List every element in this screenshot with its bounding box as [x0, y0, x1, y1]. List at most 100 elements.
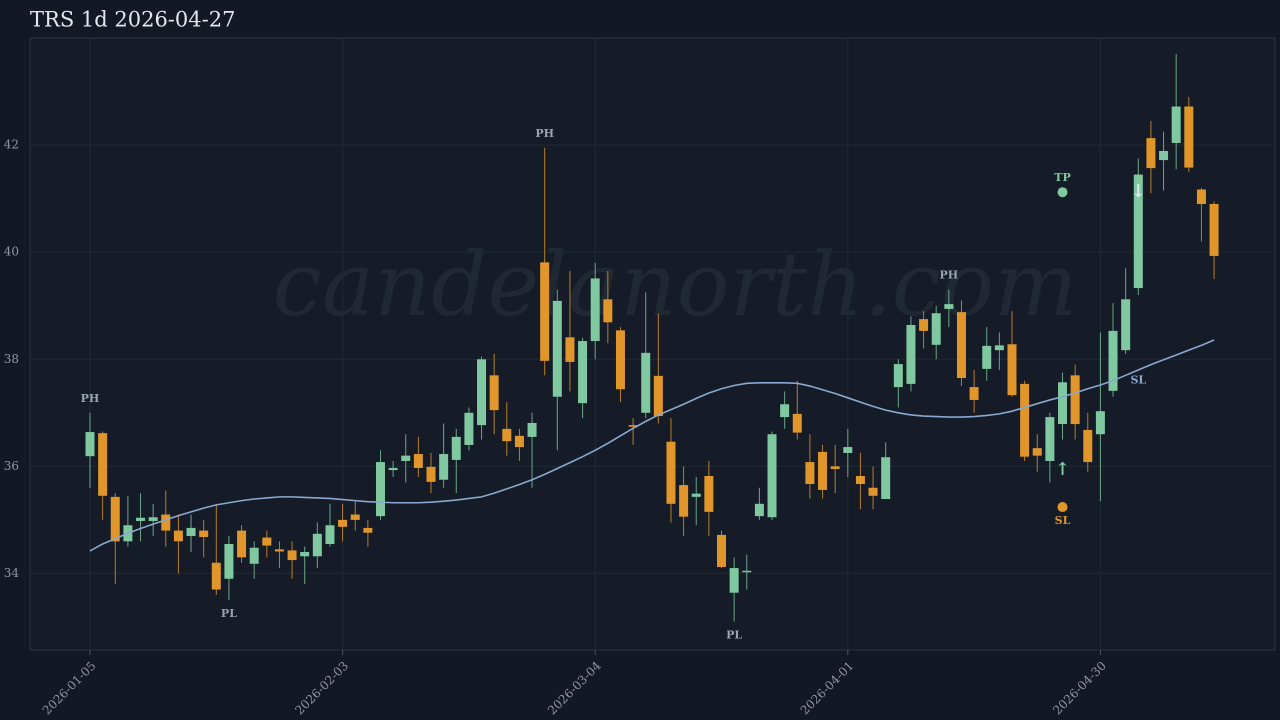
candle-body — [388, 467, 398, 471]
candle-body — [830, 466, 840, 470]
candle-body — [287, 550, 297, 561]
candle-body — [1083, 429, 1093, 463]
candle-body — [742, 570, 752, 573]
candle-body — [224, 543, 234, 579]
candle-body — [350, 514, 360, 520]
candle-body — [679, 485, 689, 517]
candle-body — [1184, 106, 1194, 168]
candle-body — [565, 337, 575, 362]
pivot-label: PL — [221, 607, 237, 620]
candle-body — [578, 341, 588, 404]
level-dot — [1057, 187, 1068, 198]
line-label: SL — [1130, 374, 1146, 387]
candle-body — [603, 299, 613, 323]
pivot-label: PH — [940, 269, 959, 282]
candle-body — [312, 533, 322, 557]
candle-body — [1020, 383, 1030, 457]
candle-body — [375, 462, 385, 517]
moving-average — [89, 339, 1215, 552]
candle-body — [956, 312, 966, 378]
candle-body — [1058, 382, 1068, 425]
candle-body — [249, 547, 259, 564]
candle-body — [818, 451, 828, 490]
candle-body — [173, 530, 183, 542]
candle-body — [527, 422, 537, 437]
y-tick-label: 38 — [4, 352, 19, 366]
candle-body — [325, 525, 335, 544]
pivot-label: PL — [726, 629, 742, 642]
candle-body — [540, 262, 550, 361]
candle-body — [199, 530, 209, 538]
candle-body — [426, 466, 436, 482]
candle-body — [1146, 138, 1156, 169]
candle-body — [1070, 375, 1080, 425]
candle-body — [1045, 417, 1055, 461]
candle-body — [641, 352, 651, 413]
candle-body — [237, 530, 247, 558]
level-label: TP — [1054, 171, 1070, 184]
candle-body — [1121, 299, 1131, 351]
candle-body — [754, 503, 764, 517]
candle-body — [85, 432, 95, 457]
y-tick-label: 42 — [4, 138, 19, 152]
candle-body — [1196, 189, 1206, 204]
candle-body — [98, 433, 108, 496]
candle-body — [843, 447, 853, 453]
candle-body — [1171, 106, 1181, 143]
candle-body — [767, 434, 777, 518]
candle-body — [780, 404, 790, 418]
candle-body — [653, 375, 663, 417]
candle-body — [615, 330, 625, 390]
candle-body — [931, 313, 941, 345]
candle-body — [919, 319, 929, 331]
y-tick-label: 36 — [4, 459, 19, 473]
candle-body — [1159, 150, 1169, 161]
candle-body — [502, 428, 512, 442]
candle-body — [792, 413, 802, 433]
candle-body — [1007, 344, 1017, 396]
candle-body — [628, 425, 638, 427]
candle-body — [982, 345, 992, 369]
trade-arrow: ↑ — [1055, 459, 1070, 480]
candle-body — [881, 457, 891, 500]
candle-body — [729, 568, 739, 593]
candle-body — [161, 514, 171, 531]
candle-body — [944, 304, 954, 309]
candle-body — [1209, 203, 1219, 256]
candle-body — [906, 324, 916, 384]
candle-body — [211, 562, 221, 590]
candle-body — [1095, 411, 1105, 435]
candle-body — [1108, 330, 1118, 391]
candle-body — [300, 552, 310, 557]
candle-body — [704, 475, 714, 512]
candle-body — [186, 527, 196, 536]
candle-body — [805, 462, 815, 485]
candle-body — [274, 549, 284, 552]
candle-body — [477, 359, 487, 426]
level-dot — [1057, 502, 1068, 513]
candle-body — [401, 455, 411, 461]
watermark: candelanorth.com — [273, 233, 1078, 336]
candle-body — [451, 436, 461, 460]
candle-body — [691, 493, 701, 497]
candle-body — [717, 534, 726, 568]
pivot-label: PH — [535, 127, 554, 140]
candle-body — [489, 375, 499, 411]
candle-body — [552, 300, 562, 397]
candle-body — [413, 454, 423, 468]
candle-body — [439, 454, 449, 480]
trade-arrow: ↓ — [1131, 181, 1146, 202]
candle-body — [994, 345, 1004, 351]
candle-body — [868, 487, 878, 496]
candle-body — [855, 475, 865, 485]
candle-body — [514, 435, 524, 448]
candle-body — [1032, 448, 1042, 456]
y-tick-label: 34 — [4, 566, 20, 580]
candle-body — [969, 387, 979, 400]
candle-body — [464, 412, 474, 445]
y-tick-label: 40 — [4, 245, 19, 259]
candle-body — [893, 364, 903, 388]
level-label: SL — [1055, 514, 1071, 527]
